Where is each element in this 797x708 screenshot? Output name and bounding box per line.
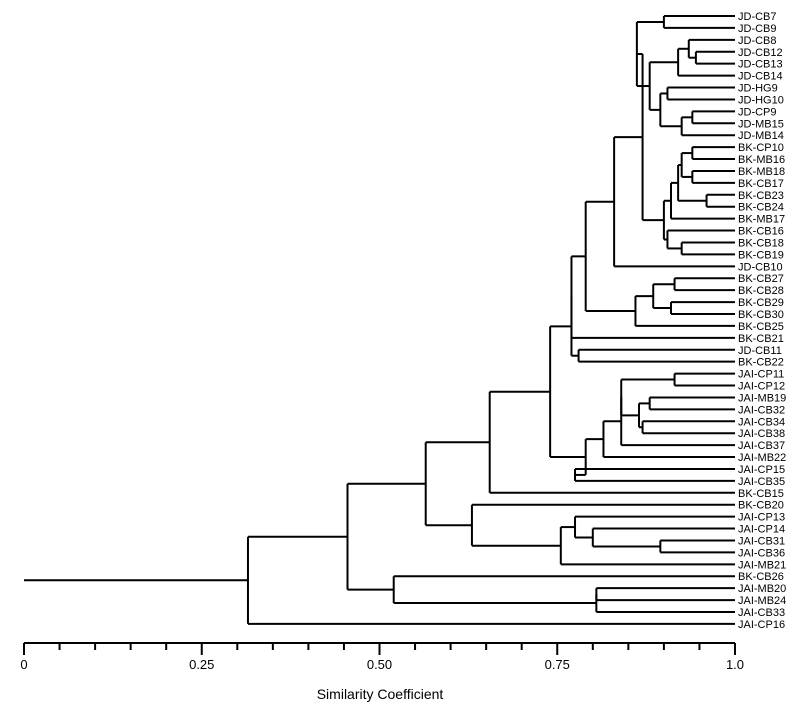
leaf-label: JAI-CP12 xyxy=(738,381,785,393)
dendrogram-branches xyxy=(24,15,735,625)
leaf-label: JD-MB14 xyxy=(738,130,784,142)
leaf-label: JAI-MB20 xyxy=(738,583,786,595)
x-tick-label: 0.25 xyxy=(189,657,214,672)
x-tick-label: 0 xyxy=(20,657,27,672)
leaf-label: JAI-CB37 xyxy=(738,440,785,452)
leaf-label: JAI-CB32 xyxy=(738,404,785,416)
leaf-label: BK-MB17 xyxy=(738,214,785,226)
leaf-label: BK-CP10 xyxy=(738,142,784,154)
leaf-label: JD-CB10 xyxy=(738,261,783,273)
leaf-label: JD-MB15 xyxy=(738,118,784,130)
leaf-label: BK-CB27 xyxy=(738,273,784,285)
leaf-label: BK-CB16 xyxy=(738,226,784,238)
leaf-label: JAI-CP13 xyxy=(738,512,785,524)
leaf-labels: JD-CB7JD-CB9JD-CB8JD-CB12JD-CB13JD-CB14J… xyxy=(738,11,786,631)
leaf-label: JAI-MB22 xyxy=(738,452,786,464)
leaf-label: JAI-CB33 xyxy=(738,607,785,619)
leaf-label: JAI-CP11 xyxy=(738,369,784,381)
leaf-label: JAI-CP16 xyxy=(738,619,785,631)
leaf-label: JAI-CB34 xyxy=(738,416,785,428)
leaf-label: BK-CB18 xyxy=(738,237,784,249)
x-axis-title: Similarity Coefficient xyxy=(317,686,444,702)
leaf-label: JD-CB14 xyxy=(738,71,783,83)
leaf-label: BK-CB30 xyxy=(738,309,784,321)
leaf-label: JD-CP9 xyxy=(738,106,777,118)
leaf-label: BK-CB20 xyxy=(738,500,784,512)
leaf-label: JD-CB13 xyxy=(738,59,783,71)
x-tick-label: 0.50 xyxy=(367,657,392,672)
leaf-label: JAI-CB35 xyxy=(738,476,785,488)
leaf-label: JD-CB12 xyxy=(738,47,783,59)
leaf-label: BK-CB19 xyxy=(738,249,784,261)
leaf-label: JAI-CP14 xyxy=(738,524,785,536)
x-tick-label: 0.75 xyxy=(545,657,570,672)
leaf-label: JAI-CB31 xyxy=(738,535,785,547)
x-axis: 0 0.25 0.50 0.75 1.0 xyxy=(20,642,744,672)
leaf-label: JD-CB8 xyxy=(738,35,777,47)
leaf-label: JAI-CB38 xyxy=(738,428,785,440)
leaf-label: BK-CB22 xyxy=(738,357,784,369)
leaf-label: BK-CB29 xyxy=(738,297,784,309)
leaf-label: BK-CB26 xyxy=(738,571,784,583)
leaf-label: JAI-CP15 xyxy=(738,464,785,476)
leaf-label: JD-HG10 xyxy=(738,94,784,106)
leaf-label: JAI-CB36 xyxy=(738,547,785,559)
leaf-label: JAI-MB24 xyxy=(738,595,786,607)
leaf-label: BK-CB28 xyxy=(738,285,784,297)
leaf-label: JD-CB11 xyxy=(738,345,782,357)
leaf-label: JD-CB7 xyxy=(738,11,777,23)
x-tick-label: 1.0 xyxy=(726,657,744,672)
leaf-label: BK-CB23 xyxy=(738,190,784,202)
leaf-label: BK-CB24 xyxy=(738,202,784,214)
leaf-label: BK-MB18 xyxy=(738,166,785,178)
leaf-label: JAI-MB21 xyxy=(738,559,786,571)
leaf-label: BK-MB16 xyxy=(738,154,785,166)
leaf-label: BK-CB25 xyxy=(738,321,784,333)
leaf-label: BK-CB15 xyxy=(738,488,784,500)
leaf-label: JD-CB9 xyxy=(738,23,777,35)
leaf-label: JD-HG9 xyxy=(738,83,778,95)
leaf-label: BK-CB17 xyxy=(738,178,784,190)
leaf-label: BK-CB21 xyxy=(738,333,784,345)
leaf-label: JAI-MB19 xyxy=(738,392,786,404)
